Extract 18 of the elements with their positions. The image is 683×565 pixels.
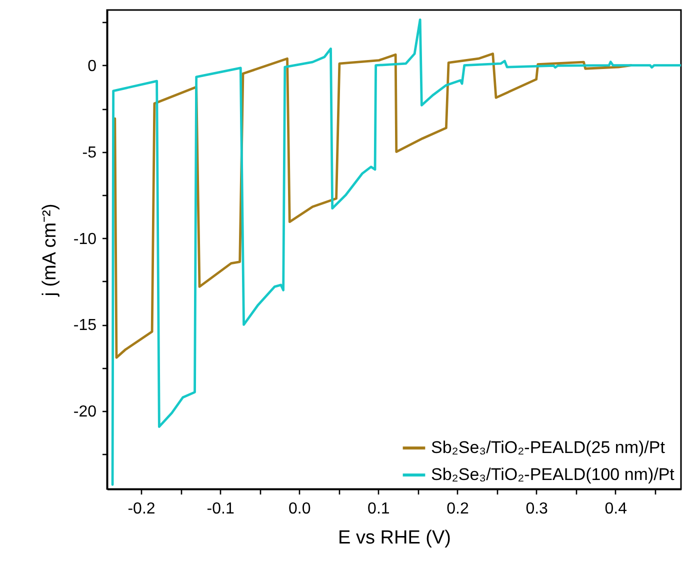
x-tick-label: 0.2 xyxy=(446,500,469,518)
x-tick-label: 0.4 xyxy=(604,500,628,518)
y-tick-label: -15 xyxy=(73,317,97,334)
y-axis-title: j (mA cm⁻²) xyxy=(39,204,60,298)
x-axis-title: E vs RHE (V) xyxy=(338,528,451,548)
legend-label: Sb₂Se₃/TiO₂-PEALD(25 nm)/Pt xyxy=(431,438,666,457)
line-series xyxy=(111,18,681,486)
y-tick-label: -20 xyxy=(73,404,97,421)
line-series xyxy=(114,52,632,359)
x-tick-label: -0.1 xyxy=(206,500,234,518)
y-tick-label: 0 xyxy=(88,58,97,75)
x-tick-label: 0.3 xyxy=(526,500,548,518)
x-tick-label: -0.2 xyxy=(128,500,156,518)
x-tick-label: 0.0 xyxy=(288,500,311,518)
legend-label: Sb₂Se₃/TiO₂-PEALD(100 nm)/Pt xyxy=(431,465,675,484)
y-tick-label: -10 xyxy=(73,230,97,248)
x-tick-label: 0.1 xyxy=(368,500,390,518)
y-tick-label: -5 xyxy=(82,144,97,162)
